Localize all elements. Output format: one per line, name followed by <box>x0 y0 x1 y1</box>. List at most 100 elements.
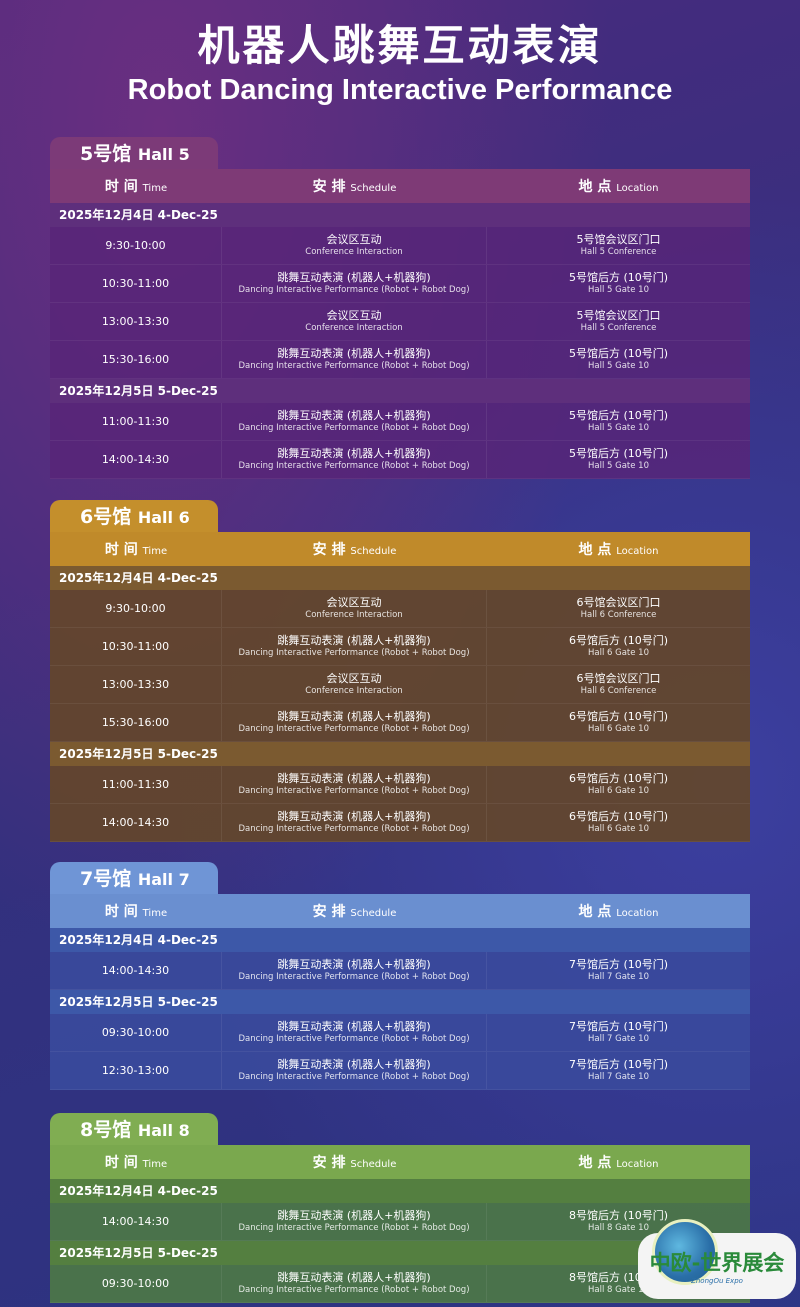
page-title-en: Robot Dancing Interactive Performance <box>127 74 673 106</box>
header-schedule-cn: 安 排 <box>312 542 346 558</box>
location-en: Hall 5 Conference <box>580 246 657 257</box>
time-cell: 13:00-13:30 <box>50 303 222 340</box>
schedule-cell: 跳舞互动表演 (机器人+机器狗) Dancing Interactive Perf… <box>222 766 487 803</box>
page-header: 机器人跳舞互动表演 Robot Dancing Interactive Perf… <box>0 0 800 137</box>
schedule-en: Dancing Interactive Performance (Robot +… <box>238 785 470 796</box>
schedule-cn: 会议区互动 <box>326 232 382 246</box>
table-header: 时 间 Time 安 排 Schedule 地 点 Location <box>50 894 750 928</box>
table-row: 09:30-10:00 跳舞互动表演 (机器人+机器狗) Dancing Inter… <box>50 1014 750 1052</box>
time-cell: 14:00-14:30 <box>50 1203 222 1240</box>
logo-text: 中欧-世界展会 <box>649 1251 785 1275</box>
time-text: 09:30-10:00 <box>101 1276 170 1290</box>
page-title-cn: 机器人跳舞互动表演 <box>197 21 603 70</box>
table-row: 10:30-11:00 跳舞互动表演 (机器人+机器狗) Dancing Inter… <box>50 265 750 303</box>
time-text: 14:00-14:30 <box>101 452 170 466</box>
header-schedule-en: Schedule <box>350 183 397 194</box>
time-text: 13:00-13:30 <box>101 677 170 691</box>
header-schedule-cn: 安 排 <box>312 904 346 920</box>
schedule-en: Conference Interaction <box>305 685 403 696</box>
header-location-en: Location <box>616 546 659 557</box>
time-cell: 14:00-14:30 <box>50 804 222 841</box>
location-cn: 7号馆后方 (10号门) <box>568 1057 669 1071</box>
location-cn: 5号馆后方 (10号门) <box>568 346 669 360</box>
schedule-cell: 跳舞互动表演 (机器人+机器狗) Dancing Interactive Perf… <box>222 1014 487 1051</box>
schedule-cn: 跳舞互动表演 (机器人+机器狗) <box>277 270 431 284</box>
location-en: Hall 5 Gate 10 <box>587 422 649 433</box>
schedule-cn: 跳舞互动表演 (机器人+机器狗) <box>277 633 431 647</box>
hall-tab[interactable]: 6号馆 Hall 6 <box>50 500 218 532</box>
schedule-cn: 会议区互动 <box>326 671 382 685</box>
location-cell: 7号馆后方 (10号门) Hall 7 Gate 10 <box>487 1052 750 1089</box>
schedule-cell: 跳舞互动表演 (机器人+机器狗) Dancing Interactive Perf… <box>222 441 487 478</box>
schedule-cell: 会议区互动 Conference Interaction <box>222 590 487 627</box>
header-time-cn: 时 间 <box>104 542 138 558</box>
location-en: Hall 5 Gate 10 <box>587 360 649 371</box>
location-cell: 7号馆后方 (10号门) Hall 7 Gate 10 <box>487 1014 750 1051</box>
location-en: Hall 8 Gate 10 <box>587 1222 649 1233</box>
schedule-en: Dancing Interactive Performance (Robot +… <box>238 823 470 834</box>
table-row: 14:00-14:30 跳舞互动表演 (机器人+机器狗) Dancing Inter… <box>50 441 750 479</box>
table-row: 10:30-11:00 跳舞互动表演 (机器人+机器狗) Dancing Inter… <box>50 628 750 666</box>
location-cn: 7号馆后方 (10号门) <box>568 1019 669 1033</box>
schedule-cell: 跳舞互动表演 (机器人+机器狗) Dancing Interactive Perf… <box>222 403 487 440</box>
date-row: 2025年12月5日 5-Dec-25 <box>50 1241 750 1265</box>
location-en: Hall 6 Gate 10 <box>587 785 649 796</box>
location-cn: 6号馆会议区门口 <box>576 595 661 609</box>
location-cell: 7号馆后方 (10号门) Hall 7 Gate 10 <box>487 952 750 989</box>
header-schedule: 安 排 Schedule <box>222 1152 487 1172</box>
date-row: 2025年12月4日 4-Dec-25 <box>50 203 750 227</box>
header-location-cn: 地 点 <box>578 904 612 920</box>
schedule-cn: 跳舞互动表演 (机器人+机器狗) <box>277 446 431 460</box>
hall-name-en: Hall 5 <box>137 145 190 164</box>
table-row: 15:30-16:00 跳舞互动表演 (机器人+机器狗) Dancing Inter… <box>50 341 750 379</box>
time-text: 12:30-13:00 <box>101 1063 170 1077</box>
location-cn: 6号馆后方 (10号门) <box>568 709 669 723</box>
location-en: Hall 6 Conference <box>580 685 657 696</box>
hall-tab[interactable]: 5号馆 Hall 5 <box>50 137 218 169</box>
schedule-en: Conference Interaction <box>305 246 403 257</box>
header-time-en: Time <box>142 546 168 557</box>
header-time: 时 间 Time <box>50 1152 222 1172</box>
location-cell: 5号馆后方 (10号门) Hall 5 Gate 10 <box>487 265 750 302</box>
header-schedule: 安 排 Schedule <box>222 901 487 921</box>
location-en: Hall 7 Gate 10 <box>587 1033 649 1044</box>
hall-name-en: Hall 8 <box>137 1121 190 1140</box>
header-location-cn: 地 点 <box>578 1155 612 1171</box>
schedule-cell: 跳舞互动表演 (机器人+机器狗) Dancing Interactive Perf… <box>222 1265 487 1302</box>
table-row: 9:30-10:00 会议区互动 Conference Interaction 6号馆… <box>50 590 750 628</box>
globe-icon <box>652 1219 718 1285</box>
time-cell: 10:30-11:00 <box>50 628 222 665</box>
hall-name-en: Hall 7 <box>137 870 190 889</box>
header-time-cn: 时 间 <box>104 1155 138 1171</box>
hall-tab[interactable]: 7号馆 Hall 7 <box>50 862 218 894</box>
location-cn: 5号馆会议区门口 <box>576 232 661 246</box>
schedule-cn: 跳舞互动表演 (机器人+机器狗) <box>277 771 431 785</box>
time-cell: 9:30-10:00 <box>50 590 222 627</box>
schedule-cn: 会议区互动 <box>326 308 382 322</box>
schedule-en: Dancing Interactive Performance (Robot +… <box>238 422 470 433</box>
schedule-en: Dancing Interactive Performance (Robot +… <box>238 1071 470 1082</box>
time-cell: 14:00-14:30 <box>50 441 222 478</box>
time-text: 14:00-14:30 <box>101 815 170 829</box>
location-cell: 6号馆后方 (10号门) Hall 6 Gate 10 <box>487 766 750 803</box>
header-time: 时 间 Time <box>50 176 222 196</box>
header-time-en: Time <box>142 908 168 919</box>
hall-tab[interactable]: 8号馆 Hall 8 <box>50 1113 218 1145</box>
expo-logo: 中欧-世界展会 ZhongOu Expo <box>638 1219 796 1299</box>
time-text: 14:00-14:30 <box>101 963 170 977</box>
schedule-cell: 跳舞互动表演 (机器人+机器狗) Dancing Interactive Perf… <box>222 1203 487 1240</box>
header-schedule-en: Schedule <box>350 1159 397 1170</box>
header-schedule: 安 排 Schedule <box>222 176 487 196</box>
schedule-cn: 跳舞互动表演 (机器人+机器狗) <box>277 1019 431 1033</box>
date-row: 2025年12月5日 5-Dec-25 <box>50 379 750 403</box>
header-schedule-en: Schedule <box>350 908 397 919</box>
table-row: 13:00-13:30 会议区互动 Conference Interaction 6号… <box>50 666 750 704</box>
location-cell: 8号馆后方 (10号门) Hall 8 Gate 10 <box>487 1203 750 1240</box>
schedule-cell: 跳舞互动表演 (机器人+机器狗) Dancing Interactive Perf… <box>222 704 487 741</box>
location-en: Hall 7 Gate 10 <box>587 971 649 982</box>
location-cell: 6号馆会议区门口 Hall 6 Conference <box>487 590 750 627</box>
